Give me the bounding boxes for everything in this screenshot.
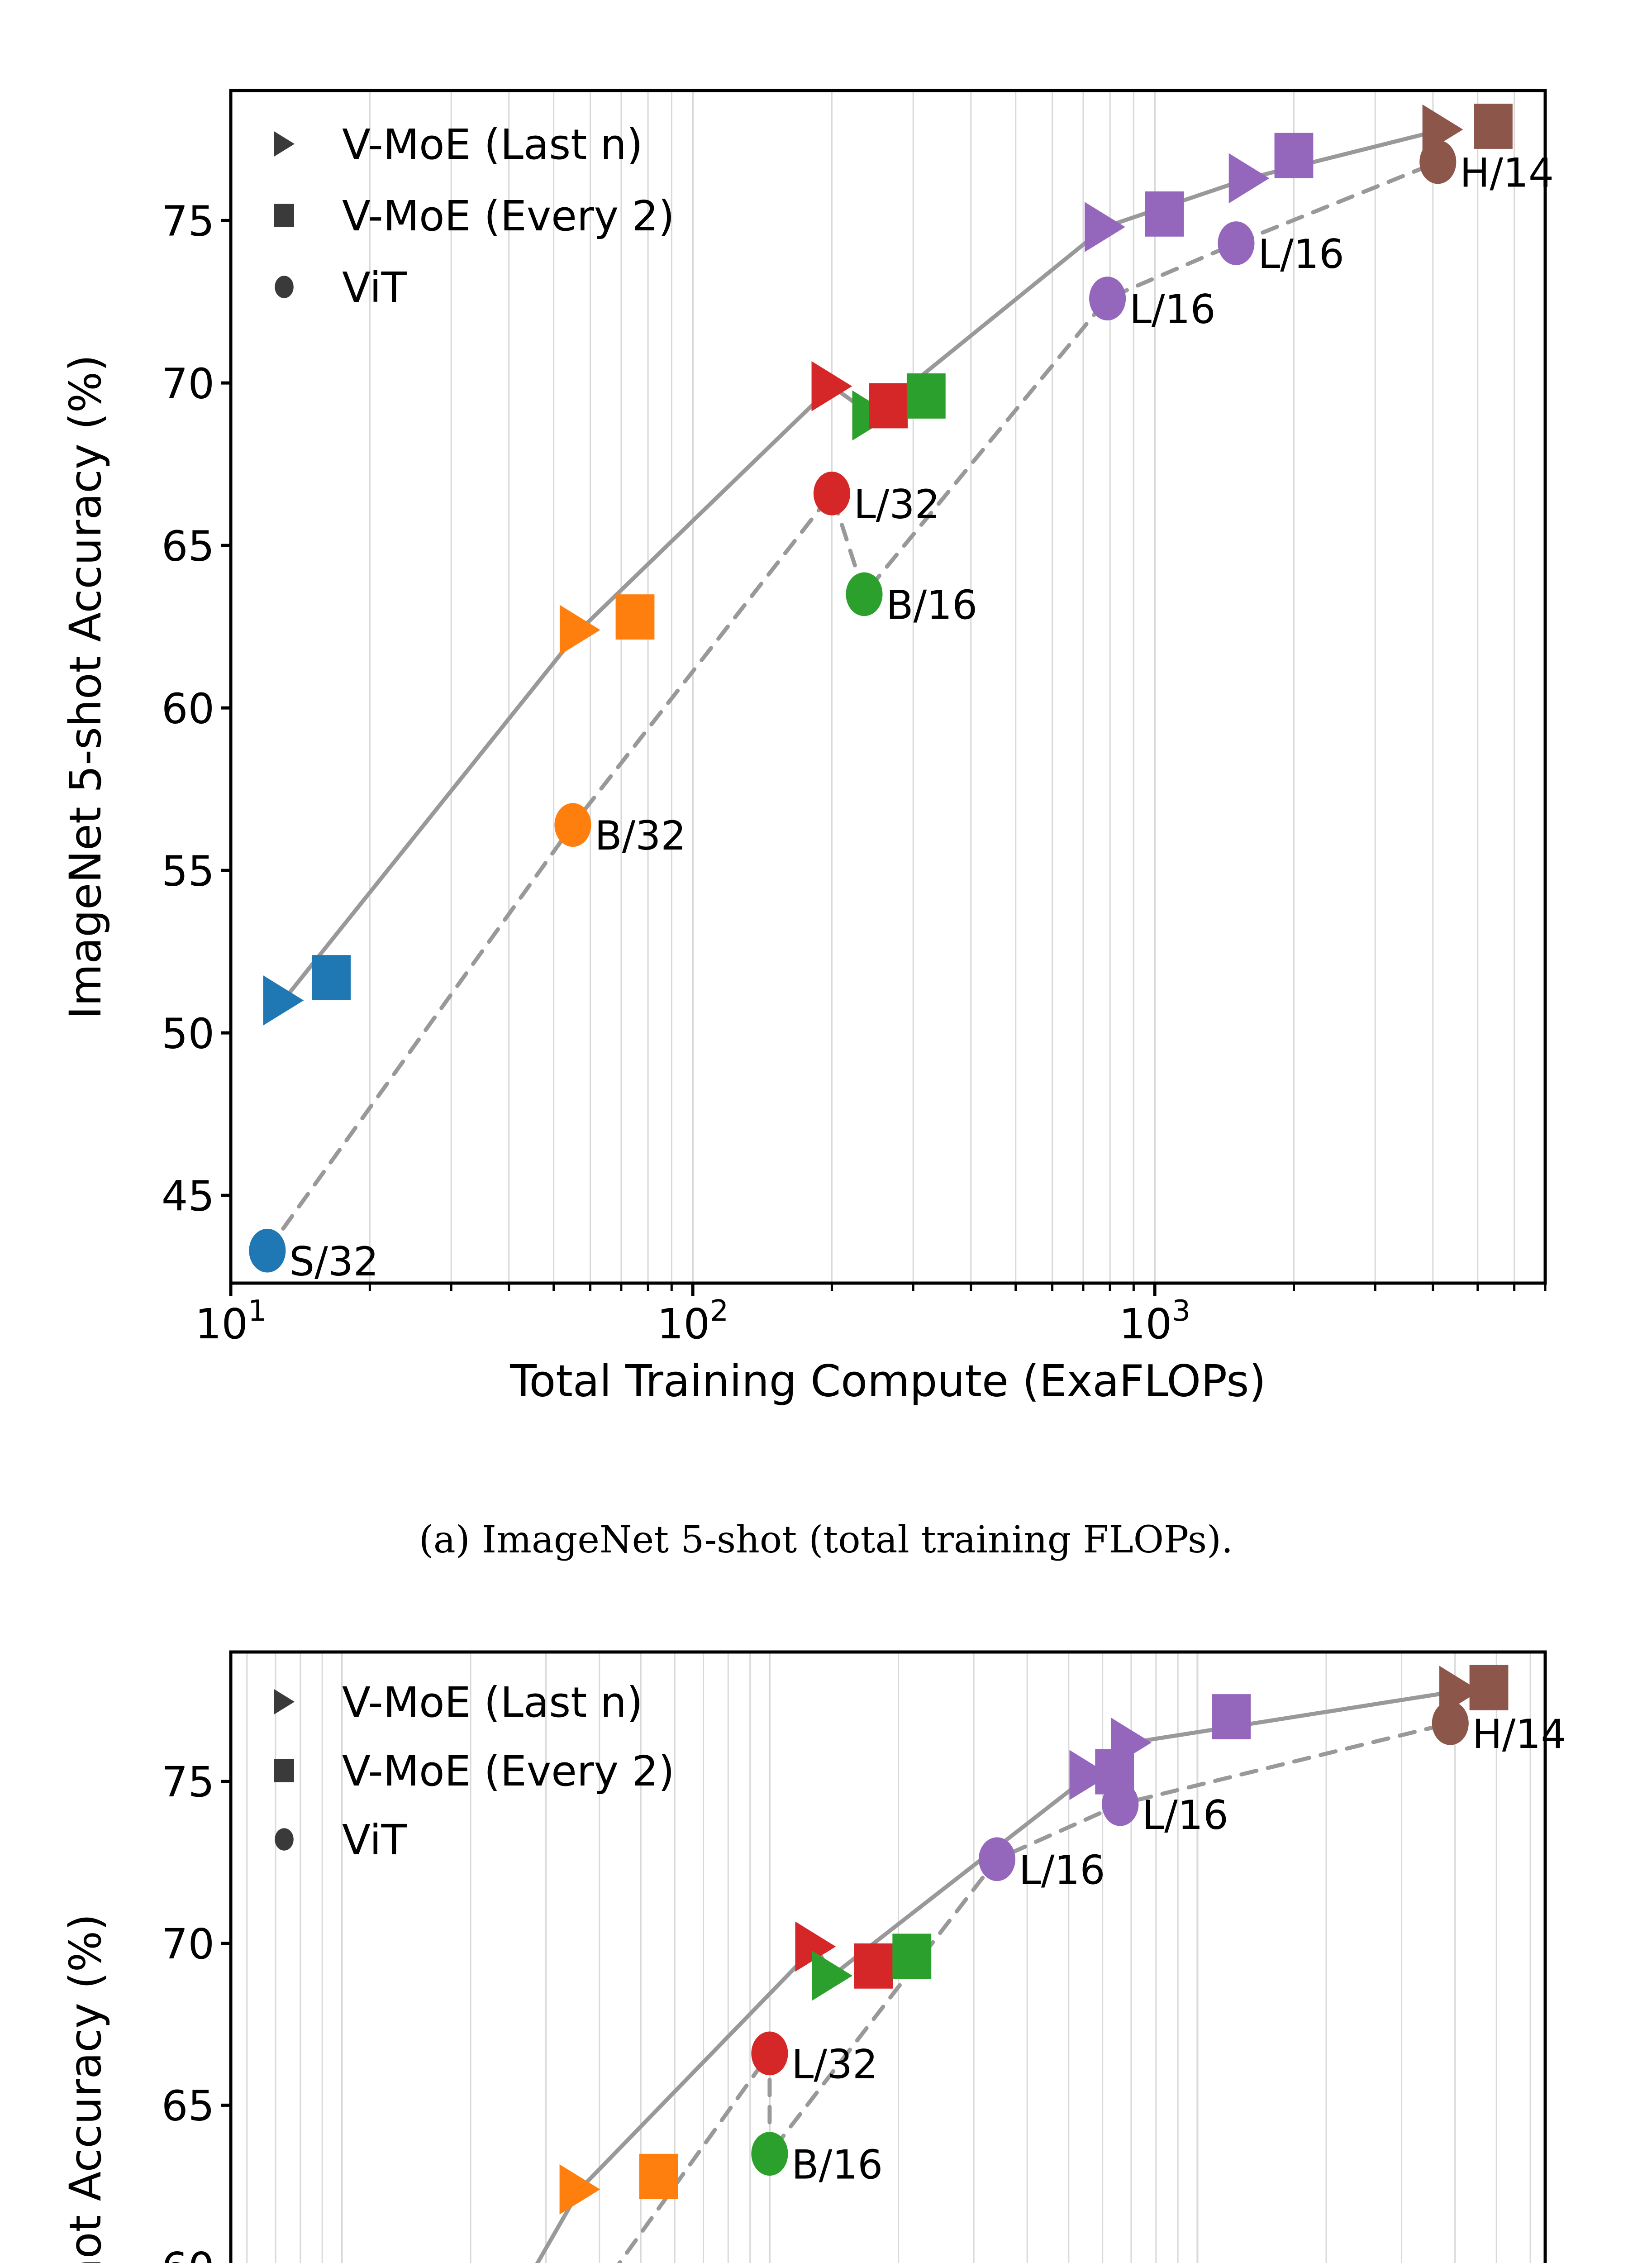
- legend-label-v-moe-every-2: V-MoE (Every 2): [342, 192, 675, 240]
- point-label-s-32: S/32: [289, 1238, 378, 1285]
- chart-a-svg: S/32 B/32 L/32 B/16 L/16 L/16 H/14 45 50 55 60 65 70…: [60, 89, 1554, 1406]
- legend-label-v-moe-last-n: V-MoE (Last n): [342, 120, 643, 169]
- legend-marker-square[interactable]: [274, 204, 294, 227]
- y-tick-label: 45: [162, 1172, 214, 1220]
- series-group: [249, 104, 1513, 1273]
- data-point-s-32[interactable]: [263, 975, 304, 1026]
- y-tick-label: 65: [162, 2082, 214, 2130]
- data-point-h-14[interactable]: [1439, 1666, 1480, 1716]
- y-tick-label: 70: [162, 359, 214, 408]
- y-tick-label: 60: [162, 2244, 214, 2263]
- data-point-b-16[interactable]: [892, 1934, 932, 1979]
- data-point-l-16[interactable]: [1069, 1750, 1110, 1800]
- y-tick-label: 75: [162, 1758, 214, 1806]
- data-point-l-16[interactable]: [1089, 277, 1126, 320]
- point-label-l-16: L/16: [1019, 1847, 1105, 1893]
- plot-frame: [229, 89, 1547, 1285]
- data-point-b-16[interactable]: [812, 1950, 852, 2001]
- data-point-l-32[interactable]: [795, 1921, 836, 1972]
- y-axis-label: ImageNet 5-shot Accuracy (%): [60, 354, 111, 1019]
- plot-frame: [229, 1650, 1547, 2263]
- legend-marker-triangle-right[interactable]: [274, 1689, 295, 1715]
- series-group: [535, 1665, 1509, 2263]
- x-tick-label: 102: [657, 1294, 728, 1348]
- data-point-l-32[interactable]: [813, 471, 850, 516]
- legend-label-v-moe-every-2: V-MoE (Every 2): [342, 1747, 675, 1795]
- y-tick-label: 75: [162, 197, 214, 245]
- figure-panel-a: S/32 B/32 L/32 B/16 L/16 L/16 H/14 45 50 55 60 65 70…: [60, 89, 1554, 1561]
- data-point-b-32[interactable]: [615, 594, 655, 640]
- data-point-l-32[interactable]: [869, 383, 908, 429]
- data-point-b-32[interactable]: [559, 605, 600, 655]
- x-tick-label: 101: [195, 1294, 267, 1348]
- point-label-l-16: L/16: [1129, 286, 1216, 333]
- data-point-l-32[interactable]: [811, 361, 852, 411]
- point-label-l-32: L/32: [791, 2041, 878, 2088]
- data-point-b-16[interactable]: [846, 572, 883, 616]
- x-axis-label: Total Training Compute (ExaFLOPs): [509, 1356, 1266, 1406]
- axes: 45 50 55 60 65 70 75 101 102 103: [162, 89, 1547, 1348]
- data-point-l-32[interactable]: [751, 2031, 788, 2076]
- data-point-s-32[interactable]: [312, 955, 351, 1001]
- data-point-l-16[interactable]: [1274, 133, 1314, 178]
- data-point-l-16[interactable]: [1145, 191, 1184, 237]
- data-point-l-16[interactable]: [1095, 1749, 1134, 1795]
- data-point-b-32[interactable]: [639, 2153, 678, 2199]
- caption-a: (a) ImageNet 5-shot (total training FLOP…: [419, 1518, 1233, 1561]
- point-label-b-16: B/16: [791, 2141, 883, 2188]
- point-label-h-14: H/14: [1460, 150, 1554, 196]
- legend-label-vit: ViT: [342, 1816, 407, 1864]
- data-point-l-32[interactable]: [854, 1943, 893, 1989]
- annotations: S/32 B/32 L/32 B/16 L/16 L/16 H/14: [289, 150, 1554, 1285]
- data-point-l-16[interactable]: [978, 1837, 1016, 1881]
- trend-line-vit: [265, 160, 1440, 1253]
- legend-label-v-moe-last-n: V-MoE (Last n): [342, 1678, 643, 1727]
- chart-b-svg: S/32B/32L/32B/16L/16L/16H/14455055606570…: [60, 1650, 1566, 2263]
- point-label-b-16: B/16: [886, 582, 977, 628]
- data-point-l-16[interactable]: [1218, 221, 1255, 265]
- y-tick-label: 70: [162, 1920, 214, 1968]
- annotations: S/32B/32L/32B/16L/16L/16H/14: [791, 1711, 1566, 2188]
- y-tick-label: 50: [162, 1009, 214, 1058]
- data-point-h-14[interactable]: [1422, 104, 1463, 155]
- x-tick-label: 103: [1119, 1294, 1190, 1348]
- legend-label-vit: ViT: [342, 263, 407, 312]
- data-point-l-16[interactable]: [1228, 153, 1270, 204]
- data-point-b-32[interactable]: [554, 803, 591, 847]
- point-label-l-16: L/16: [1258, 231, 1344, 277]
- point-label-l-16: L/16: [1142, 1792, 1228, 1838]
- gridlines: [230, 91, 1546, 1283]
- data-point-h-14[interactable]: [1419, 140, 1457, 184]
- legend-marker-square[interactable]: [274, 1759, 294, 1782]
- y-tick-label: 60: [162, 684, 214, 733]
- data-point-b-16[interactable]: [906, 373, 946, 419]
- data-point-h-14[interactable]: [1474, 104, 1513, 149]
- legend-marker-circle[interactable]: [275, 1828, 294, 1851]
- point-label-b-32: B/32: [595, 812, 686, 859]
- data-point-l-16[interactable]: [1085, 202, 1125, 252]
- data-point-b-16[interactable]: [751, 2132, 788, 2176]
- legend: V-MoE (Last n) V-MoE (Every 2) ViT: [274, 1678, 675, 1864]
- legend-marker-circle[interactable]: [275, 276, 294, 298]
- data-point-s-32[interactable]: [249, 1228, 286, 1273]
- y-tick-label: 65: [162, 522, 214, 570]
- y-axis-label: ImageNet 5-shot Accuracy (%): [60, 1914, 111, 2263]
- data-point-h-14[interactable]: [1469, 1665, 1509, 1710]
- chart-a-canvas: S/32 B/32 L/32 B/16 L/16 L/16 H/14 45 50 55 60 65 70…: [60, 89, 1554, 1406]
- legend: V-MoE (Last n) V-MoE (Every 2) ViT: [274, 120, 675, 312]
- point-label-l-32: L/32: [854, 481, 940, 528]
- data-point-l-16[interactable]: [1212, 1694, 1251, 1739]
- figure-panel-b: S/32B/32L/32B/16L/16L/16H/14455055606570…: [0, 1598, 1652, 2263]
- data-point-b-32[interactable]: [559, 2164, 600, 2215]
- legend-marker-triangle-right[interactable]: [274, 131, 295, 157]
- y-tick-label: 55: [162, 847, 214, 895]
- chart-b-canvas: S/32B/32L/32B/16L/16L/16H/14455055606570…: [0, 1598, 1652, 2263]
- point-label-h-14: H/14: [1472, 1711, 1566, 1757]
